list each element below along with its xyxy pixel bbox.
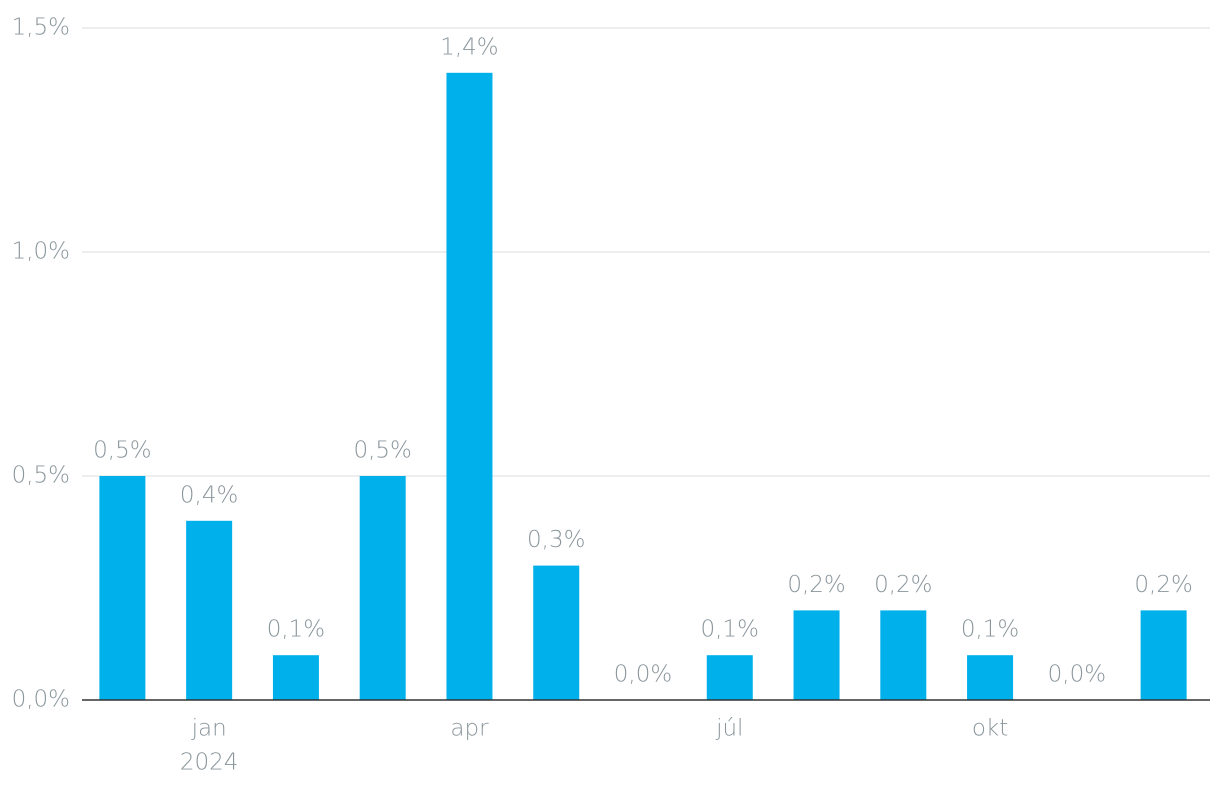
bar xyxy=(1140,610,1187,700)
bar xyxy=(272,655,319,700)
value-label: 0,1% xyxy=(961,617,1019,643)
x-tick-label: júl xyxy=(715,716,743,742)
value-label: 0,5% xyxy=(93,438,151,464)
value-label: 0,4% xyxy=(180,482,238,508)
value-label: 0,3% xyxy=(527,527,585,553)
bar xyxy=(359,476,406,700)
bar xyxy=(706,655,753,700)
y-tick-label: 1,0% xyxy=(12,239,70,265)
y-tick-label: 1,5% xyxy=(12,15,70,41)
bar xyxy=(880,610,927,700)
value-label: 0,2% xyxy=(874,572,932,598)
x-tick-sublabel: 2024 xyxy=(180,750,239,776)
y-tick-label: 0,5% xyxy=(12,463,70,489)
value-label: 0,2% xyxy=(787,572,845,598)
bar xyxy=(446,72,493,701)
bar xyxy=(793,610,840,700)
x-tick-label: apr xyxy=(450,716,489,742)
x-tick-label: okt xyxy=(972,716,1008,742)
value-label: 0,0% xyxy=(1048,662,1106,688)
bar xyxy=(99,476,146,700)
bar xyxy=(967,655,1014,700)
x-tick-label: jan xyxy=(191,716,227,742)
value-label: 0,1% xyxy=(701,617,759,643)
value-label: 1,4% xyxy=(440,34,498,60)
value-label: 0,2% xyxy=(1134,572,1192,598)
y-tick-label: 0,0% xyxy=(12,687,70,713)
bar xyxy=(533,565,580,700)
value-label: 0,0% xyxy=(614,662,672,688)
value-label: 0,1% xyxy=(267,617,325,643)
value-label: 0,5% xyxy=(353,438,411,464)
bar xyxy=(186,520,233,700)
